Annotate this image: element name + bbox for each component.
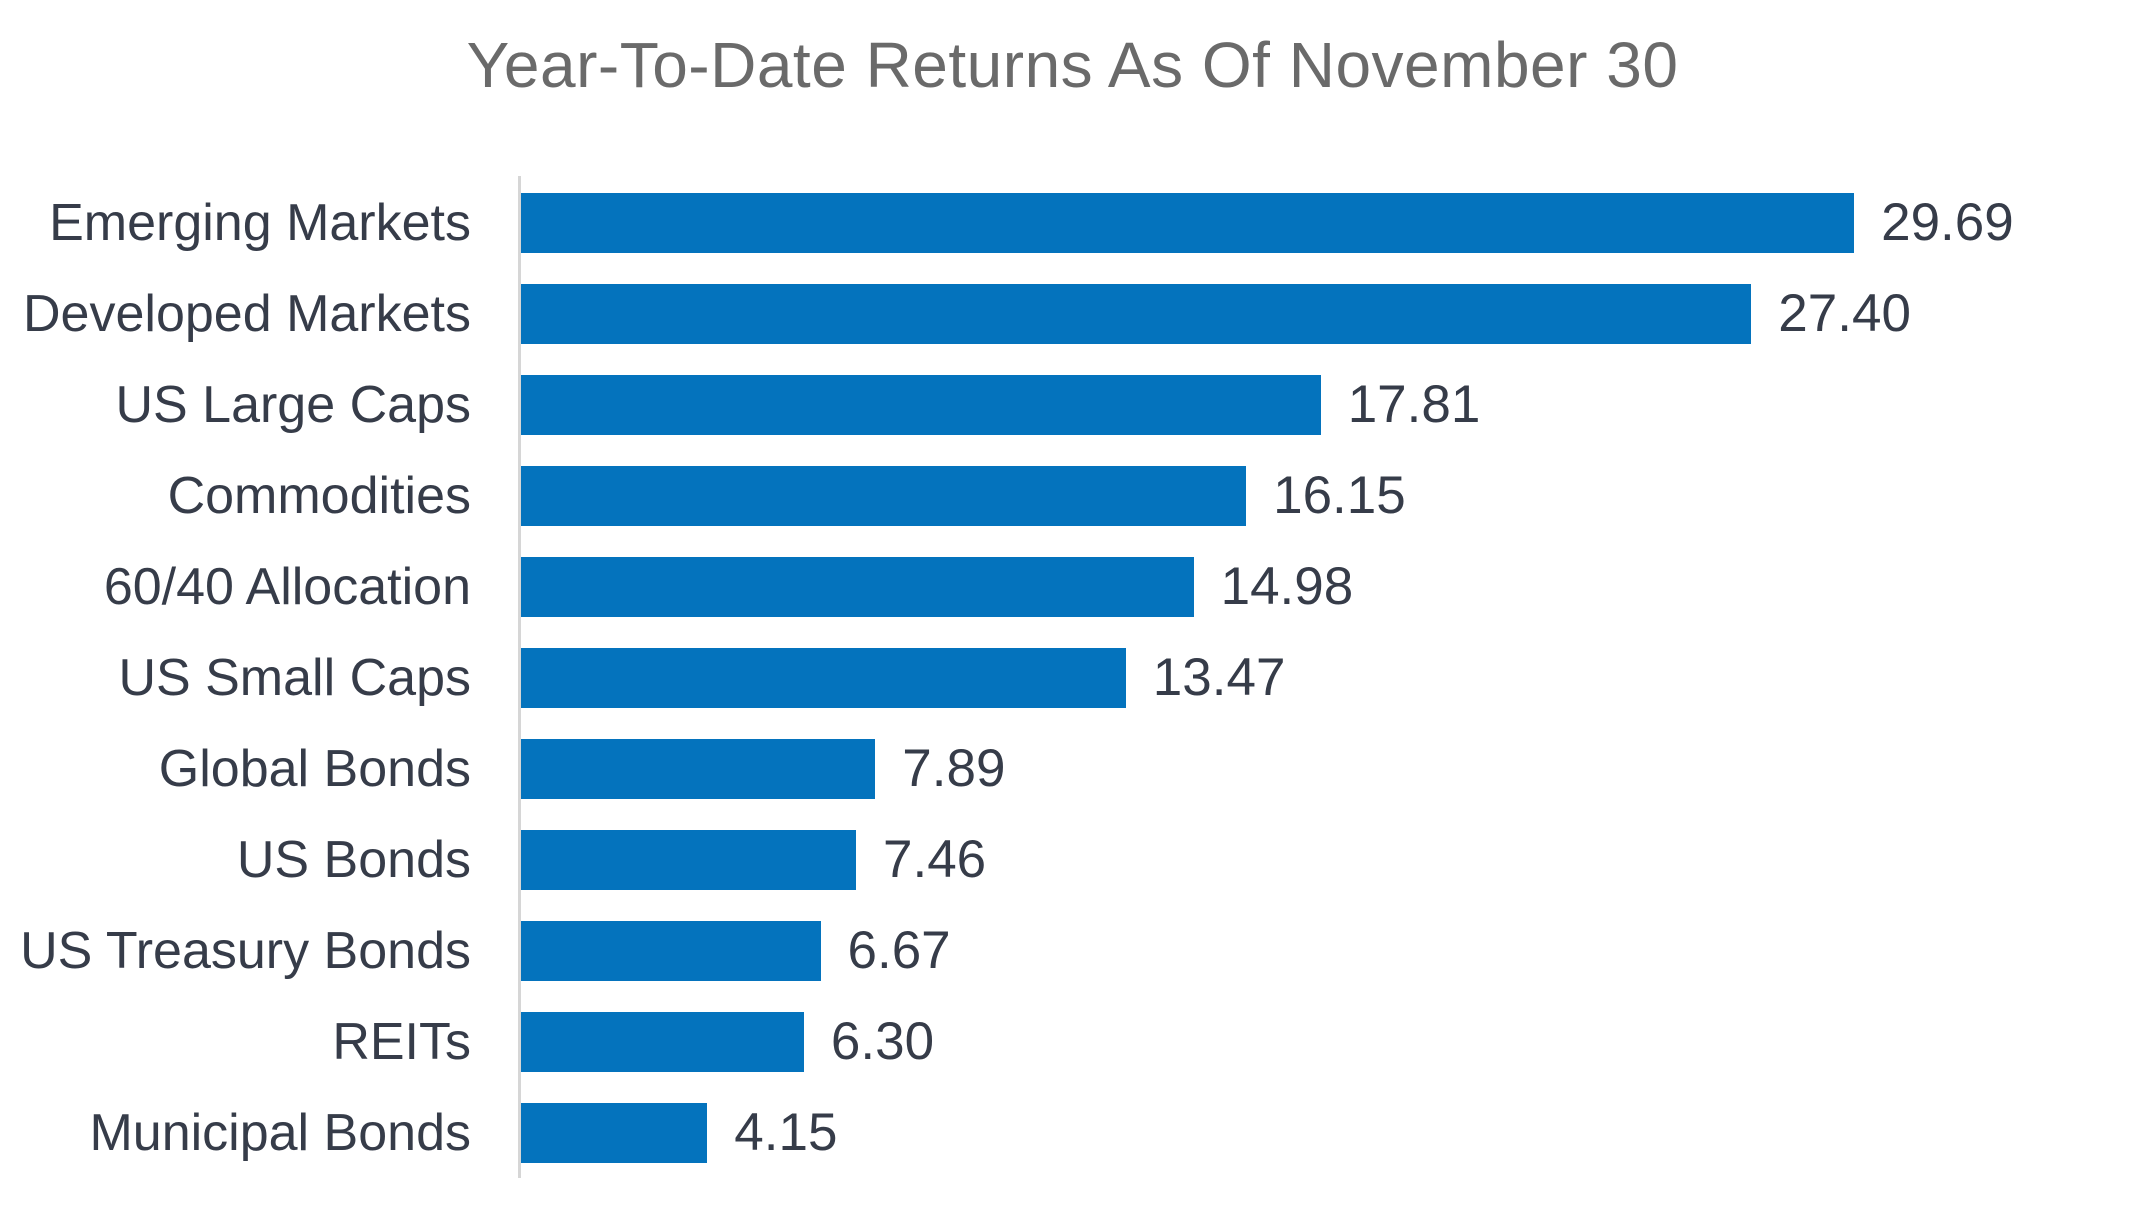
bar xyxy=(521,192,1855,253)
bar xyxy=(521,1102,708,1163)
chart-title: Year-To-Date Returns As Of November 30 xyxy=(466,29,1679,101)
bar-area: 17.81 xyxy=(521,374,2145,435)
value-label: 16.15 xyxy=(1273,466,1406,525)
bar-row: REITs 6.30 xyxy=(0,996,2145,1087)
bar-area: 6.30 xyxy=(521,1011,2145,1072)
category-label: US Large Caps xyxy=(115,375,471,434)
category-label: 60/40 Allocation xyxy=(103,557,471,616)
bar-row: US Large Caps 17.81 xyxy=(0,359,2145,450)
bar-area: 6.67 xyxy=(521,920,2145,981)
bar xyxy=(521,556,1194,617)
bar-row: US Small Caps 13.47 xyxy=(0,632,2145,723)
bar-area: 4.15 xyxy=(521,1102,2145,1163)
y-axis-line xyxy=(518,176,521,1178)
value-label: 7.89 xyxy=(902,739,1006,798)
value-label: 14.98 xyxy=(1220,557,1354,616)
value-label: 4.15 xyxy=(734,1103,838,1162)
bar-row: Emerging Markets 29.69 xyxy=(0,177,2145,268)
bar xyxy=(521,829,856,890)
bar-area: 14.98 xyxy=(521,556,2145,617)
bar xyxy=(521,647,1126,708)
category-label: Commodities xyxy=(167,466,471,525)
value-label: 7.46 xyxy=(883,830,987,889)
bar-row: Developed Markets 27.40 xyxy=(0,268,2145,359)
bar xyxy=(521,920,821,981)
bar-row: US Bonds 7.46 xyxy=(0,814,2145,905)
value-label: 29.69 xyxy=(1881,193,2014,252)
bar-area: 27.40 xyxy=(521,283,2145,344)
bar-area: 29.69 xyxy=(521,192,2145,253)
category-label: Global Bonds xyxy=(158,739,471,798)
category-label: US Treasury Bonds xyxy=(20,921,471,980)
category-label: US Bonds xyxy=(236,830,471,889)
value-label: 27.40 xyxy=(1778,284,1911,343)
category-label: Emerging Markets xyxy=(49,193,471,252)
bar-row: US Treasury Bonds 6.67 xyxy=(0,905,2145,996)
bar xyxy=(521,374,1321,435)
bar-rows: Emerging Markets 29.69 Developed Markets 27… xyxy=(0,177,2145,1178)
value-label: 13.47 xyxy=(1152,648,1286,707)
bar-row: Commodities 16.15 xyxy=(0,450,2145,541)
bar xyxy=(521,283,1752,344)
category-label: US Small Caps xyxy=(118,648,471,707)
category-label: Developed Markets xyxy=(23,284,471,343)
bar xyxy=(521,1011,804,1072)
value-label: 6.67 xyxy=(847,921,951,980)
category-label: REITs xyxy=(332,1012,471,1071)
bar-row: 60/40 Allocation 14.98 xyxy=(0,541,2145,632)
bar-area: 7.89 xyxy=(521,738,2145,799)
bar-area: 7.46 xyxy=(521,829,2145,890)
bar-row: Municipal Bonds 4.15 xyxy=(0,1087,2145,1178)
value-label: 6.30 xyxy=(830,1012,935,1071)
value-label: 17.81 xyxy=(1347,375,1481,434)
bar-area: 16.15 xyxy=(521,465,2145,526)
bar xyxy=(521,738,876,799)
bar-area: 13.47 xyxy=(521,647,2145,708)
bar-row: Global Bonds 7.89 xyxy=(0,723,2145,814)
category-label: Municipal Bonds xyxy=(89,1103,471,1162)
bar xyxy=(521,465,1247,526)
